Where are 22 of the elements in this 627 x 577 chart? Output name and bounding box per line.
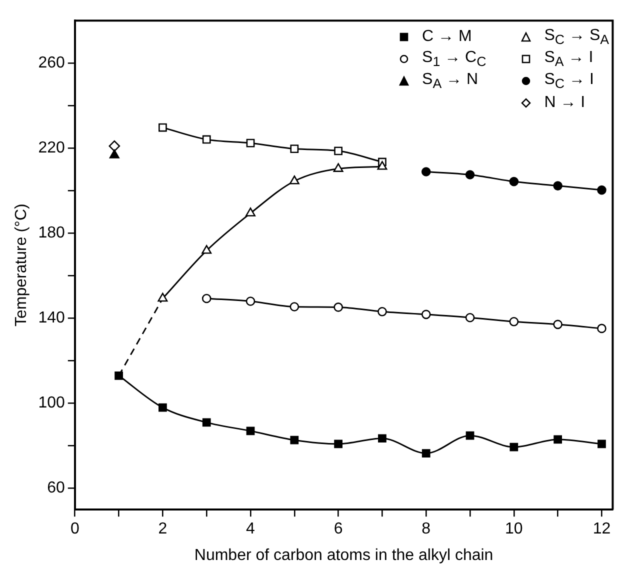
y-axis-title: Temperature (°C) <box>13 204 30 327</box>
legend-label: C → M <box>422 28 472 46</box>
legend-label: S$_{A}$ → N <box>422 70 478 92</box>
y-tick-label: 220 <box>38 140 65 157</box>
y-tick-label: 180 <box>38 224 65 242</box>
legend-label: S$_{C}$ → S$_{A}$ <box>544 26 609 48</box>
legend-label: S$_{C}$ → I <box>544 70 594 92</box>
legend-label: S$_{A}$ → I <box>544 48 594 70</box>
legend-label: N → I <box>544 94 586 112</box>
y-tick-label: 140 <box>38 310 65 327</box>
x-tick-label: 10 <box>505 520 523 538</box>
x-tick-label: 6 <box>334 520 343 538</box>
x-tick-label: 12 <box>592 520 611 538</box>
x-tick-label: 8 <box>422 520 431 538</box>
x-tick-label: 2 <box>158 520 168 538</box>
y-tick-label: 60 <box>47 480 65 497</box>
legend-label: S$_{1}$ → C$_{C}$ <box>422 48 486 70</box>
x-tick-label: 0 <box>70 520 80 538</box>
x-axis-title: Number of carbon atoms in the alkyl chain <box>194 546 494 564</box>
y-tick-label: 100 <box>38 394 65 412</box>
x-tick-label: 4 <box>246 520 256 538</box>
y-tick-label: 260 <box>38 54 65 72</box>
